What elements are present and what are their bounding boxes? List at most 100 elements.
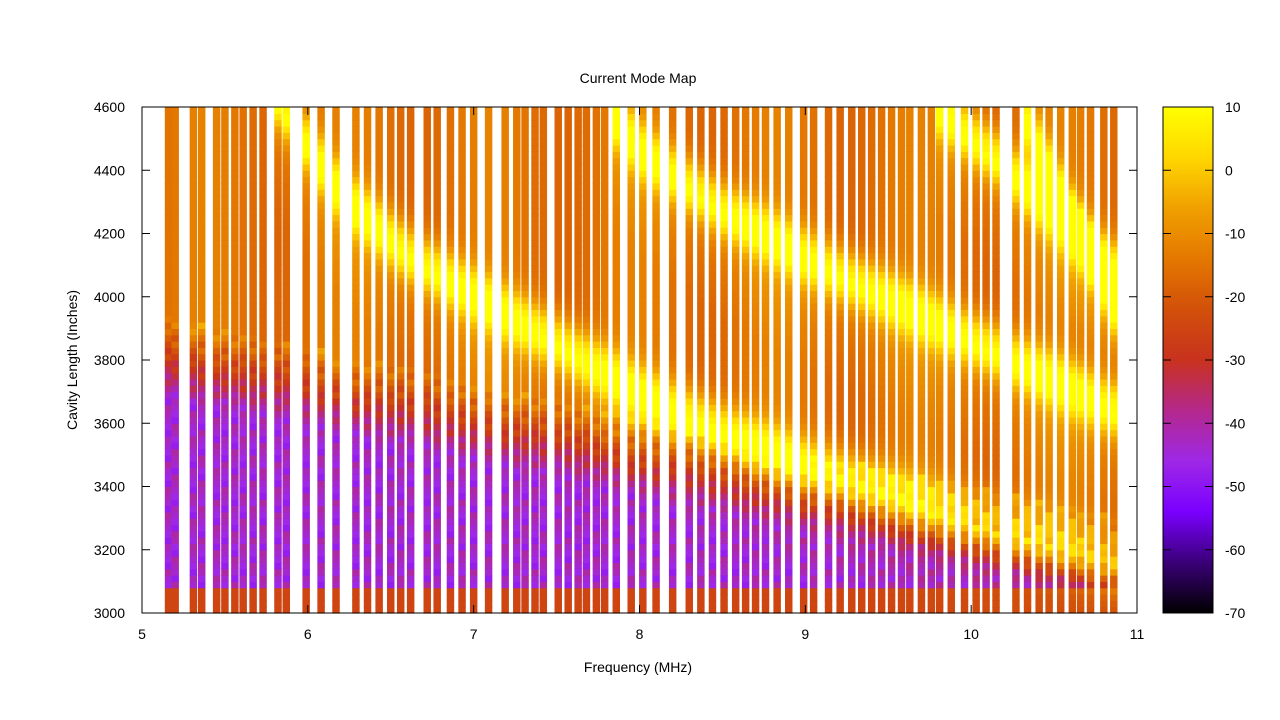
- heatmap-cell: [446, 448, 455, 456]
- heatmap-cell: [836, 511, 844, 519]
- heatmap-cell: [785, 182, 793, 190]
- heatmap-cell: [274, 119, 282, 127]
- heatmap-cell: [274, 416, 282, 424]
- heatmap-cell: [387, 322, 395, 329]
- heatmap-cell: [773, 429, 781, 437]
- heatmap-cell: [239, 511, 247, 519]
- heatmap-cell: [282, 170, 290, 178]
- heatmap-cell: [785, 341, 793, 348]
- heatmap-cell: [582, 397, 591, 405]
- heatmap-cell: [171, 499, 179, 507]
- heatmap-cell: [458, 151, 466, 159]
- heatmap-cell: [249, 239, 257, 247]
- heatmap-column: [848, 107, 856, 614]
- heatmap-cell: [249, 492, 257, 500]
- heatmap-cell: [352, 404, 360, 412]
- heatmap-cell: [406, 391, 415, 399]
- heatmap-cell: [574, 429, 582, 437]
- heatmap-cell: [639, 530, 647, 538]
- heatmap-cell: [531, 360, 539, 367]
- heatmap-cell: [564, 144, 572, 152]
- heatmap-cell: [484, 435, 493, 443]
- heatmap-cell: [469, 454, 478, 462]
- heatmap-cell: [363, 220, 372, 228]
- heatmap-cell: [469, 252, 478, 260]
- heatmap-cell: [592, 454, 601, 462]
- heatmap-cell: [317, 397, 325, 405]
- heatmap-cell: [592, 360, 601, 367]
- heatmap-cell: [761, 271, 770, 279]
- heatmap-cell: [761, 429, 770, 437]
- heatmap-cell: [877, 214, 886, 222]
- heatmap-cell: [221, 220, 229, 228]
- heatmap-cell: [171, 416, 179, 424]
- heatmap-column: [221, 107, 229, 614]
- heatmap-cell: [259, 246, 267, 254]
- heatmap-cell: [592, 524, 601, 532]
- heatmap-cell: [282, 372, 290, 380]
- heatmap-cell: [600, 518, 609, 526]
- heatmap-cell: [396, 385, 405, 393]
- heatmap-cell: [592, 518, 601, 526]
- heatmap-cell: [249, 182, 257, 190]
- heatmap-cell: [857, 208, 866, 216]
- heatmap-cell: [458, 113, 466, 121]
- heatmap-cell: [539, 587, 548, 595]
- heatmap-cell: [809, 549, 818, 557]
- heatmap-cell: [282, 163, 290, 171]
- heatmap-cell: [231, 265, 239, 273]
- heatmap-cell: [171, 581, 179, 589]
- heatmap-cell: [799, 486, 808, 494]
- heatmap-cell: [352, 353, 360, 361]
- heatmap-cell: [652, 568, 660, 576]
- heatmap-cell: [887, 518, 896, 526]
- heatmap-cell: [239, 397, 247, 405]
- heatmap-cell: [197, 132, 206, 140]
- heatmap-cell: [785, 606, 793, 614]
- heatmap-cell: [484, 486, 493, 494]
- heatmap-cell: [423, 113, 431, 121]
- heatmap-cell: [824, 303, 833, 310]
- heatmap-cell: [564, 556, 572, 564]
- heatmap-cell: [554, 125, 562, 133]
- heatmap-cell: [741, 214, 750, 222]
- heatmap-cell: [708, 524, 717, 532]
- heatmap-cell: [352, 372, 360, 380]
- heatmap-cell: [836, 499, 844, 507]
- heatmap-cell: [867, 113, 876, 121]
- heatmap-cell: [773, 372, 781, 380]
- heatmap-cell: [612, 341, 621, 348]
- heatmap-cell: [668, 151, 677, 159]
- heatmap-cell: [600, 201, 609, 209]
- heatmap-cell: [600, 473, 609, 481]
- heatmap-cell: [406, 537, 415, 545]
- heatmap-cell: [433, 265, 441, 273]
- heatmap-cell: [708, 296, 717, 304]
- heatmap-cell: [539, 233, 548, 241]
- heatmap-cell: [469, 594, 478, 601]
- heatmap-cell: [668, 176, 677, 184]
- heatmap-cell: [697, 119, 705, 127]
- heatmap-cell: [231, 530, 239, 538]
- heatmap-cell: [164, 397, 173, 405]
- heatmap-cell: [877, 189, 886, 197]
- heatmap-cell: [317, 290, 325, 298]
- heatmap-cell: [446, 303, 455, 310]
- heatmap-cell: [171, 258, 179, 266]
- heatmap-cell: [484, 277, 493, 285]
- heatmap-cell: [836, 353, 844, 361]
- heatmap-cell: [877, 138, 886, 146]
- heatmap-cell: [189, 594, 198, 601]
- heatmap-cell: [282, 397, 290, 405]
- heatmap-cell: [221, 492, 229, 500]
- heatmap-cell: [189, 163, 198, 171]
- heatmap-cell: [639, 524, 647, 532]
- heatmap-cell: [446, 271, 455, 279]
- heatmap-cell: [612, 556, 621, 564]
- heatmap-cell: [164, 473, 173, 481]
- heatmap-cell: [282, 499, 290, 507]
- heatmap-cell: [592, 594, 601, 601]
- heatmap-cell: [761, 486, 770, 494]
- heatmap-cell: [231, 214, 239, 222]
- heatmap-cell: [212, 606, 221, 614]
